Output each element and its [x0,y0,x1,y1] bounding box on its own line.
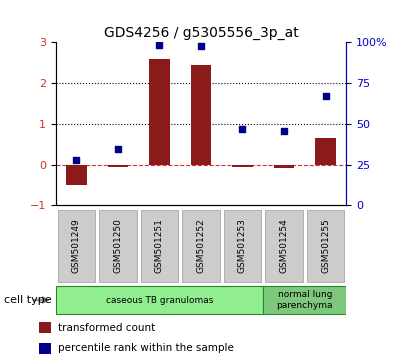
Bar [141,210,178,282]
Bar [315,138,336,165]
Bar [149,59,170,165]
Bar [100,210,137,282]
Text: GSM501252: GSM501252 [197,219,205,273]
Point [198,43,204,48]
Text: GSM501250: GSM501250 [113,218,123,274]
Text: normal lung
parenchyma: normal lung parenchyma [277,290,333,310]
Bar [107,165,128,167]
Text: cell type: cell type [4,295,52,305]
Bar [39,343,51,354]
Text: transformed count: transformed count [58,323,155,333]
Bar [224,210,261,282]
Bar [39,322,51,333]
Bar [191,65,211,165]
Point [322,93,329,99]
Text: GSM501251: GSM501251 [155,218,164,274]
Text: GSM501254: GSM501254 [279,219,289,273]
Title: GDS4256 / g5305556_3p_at: GDS4256 / g5305556_3p_at [103,26,298,40]
Bar [56,286,263,314]
Bar [182,210,220,282]
Text: GSM501255: GSM501255 [321,218,330,274]
Point [115,146,121,152]
Bar [307,210,344,282]
Text: percentile rank within the sample: percentile rank within the sample [58,343,233,353]
Point [156,42,163,47]
Bar [232,165,253,167]
Bar [263,286,346,314]
Point [281,129,287,134]
Text: GSM501249: GSM501249 [72,219,81,273]
Text: GSM501253: GSM501253 [238,218,247,274]
Bar [66,165,87,185]
Point [73,157,80,162]
Bar [265,210,302,282]
Bar [58,210,95,282]
Text: caseous TB granulomas: caseous TB granulomas [106,296,213,304]
Bar [273,165,295,168]
Point [239,126,246,132]
